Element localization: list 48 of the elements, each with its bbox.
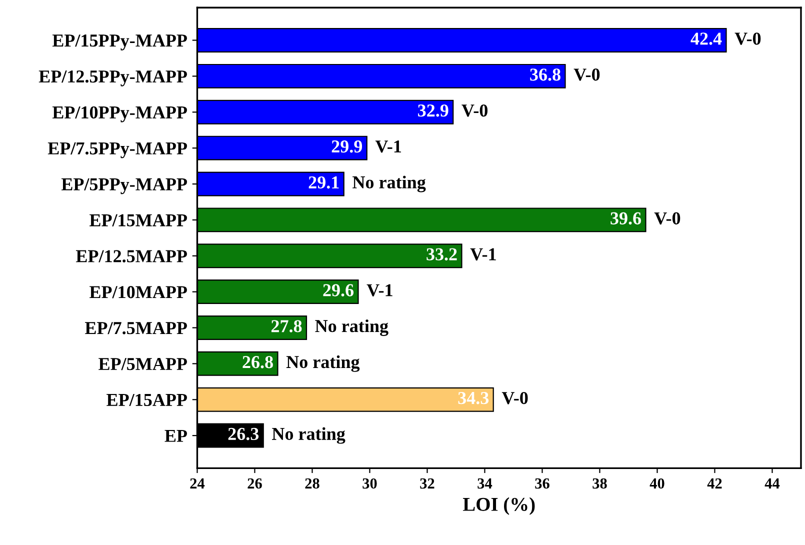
annotation: No rating xyxy=(352,176,426,192)
annotation: No rating xyxy=(315,319,388,336)
data-label: 29.9 xyxy=(332,140,362,153)
y-tick-label: EP/10MAPP xyxy=(90,286,187,298)
x-tick-label: 42 xyxy=(707,478,722,488)
y-tick-label: EP/10PPy-MAPP xyxy=(52,106,187,122)
y-tick-label: EP/12.5MAPP xyxy=(76,250,187,262)
data-label: 29.6 xyxy=(323,284,354,296)
x-tick-label: 34 xyxy=(478,478,492,489)
data-label: 34.3 xyxy=(458,392,489,404)
y-tick-label: EP/15PPy-MAPP xyxy=(52,34,187,50)
y-tick-label: EP/12.5PPy-MAPP xyxy=(38,70,187,86)
data-label: 29.1 xyxy=(308,176,339,189)
x-axis-title: LOI (%) xyxy=(462,497,535,515)
data-label: 32.9 xyxy=(418,104,448,117)
annotation: V-0 xyxy=(462,104,488,117)
x-tick-label: 28 xyxy=(305,478,320,489)
y-tick-label: EP/15APP xyxy=(106,394,187,406)
data-label: 42.4 xyxy=(690,32,722,45)
x-tick-label: 30 xyxy=(362,478,377,489)
y-tick-label: EP/15MAPP xyxy=(90,214,187,226)
x-tick-label: 44 xyxy=(764,478,780,488)
annotation: No rating xyxy=(272,427,346,444)
y-tick-label: EP xyxy=(164,430,187,442)
annotation: V-0 xyxy=(502,392,528,404)
data-label: 27.8 xyxy=(271,320,302,332)
x-tick-label: 32 xyxy=(420,478,434,489)
data-label: 26.8 xyxy=(242,356,273,368)
annotation: V-0 xyxy=(734,32,761,45)
y-tick-label: EP/7.5PPy-MAPP xyxy=(48,142,187,158)
annotation: V-0 xyxy=(574,68,600,81)
x-tick-label: 38 xyxy=(592,478,607,489)
x-tick-label: 36 xyxy=(535,478,550,489)
x-tick-label: 40 xyxy=(650,478,664,489)
y-tick-label: EP/7.5MAPP xyxy=(85,322,187,334)
annotation: No rating xyxy=(286,355,360,372)
y-tick-label: EP/5MAPP xyxy=(98,358,187,370)
annotation: V-1 xyxy=(470,248,496,260)
x-tick-label: 26 xyxy=(248,478,262,489)
annotation: V-0 xyxy=(654,212,680,225)
data-label: 39.6 xyxy=(610,212,642,225)
data-label: 26.3 xyxy=(228,428,259,440)
data-label: 36.8 xyxy=(530,68,560,81)
annotation: V-1 xyxy=(375,140,401,153)
annotation: V-1 xyxy=(366,284,392,296)
x-tick-label: 24 xyxy=(190,478,205,488)
y-tick-label: EP/5PPy-MAPP xyxy=(61,178,187,194)
data-label: 33.2 xyxy=(426,248,457,260)
